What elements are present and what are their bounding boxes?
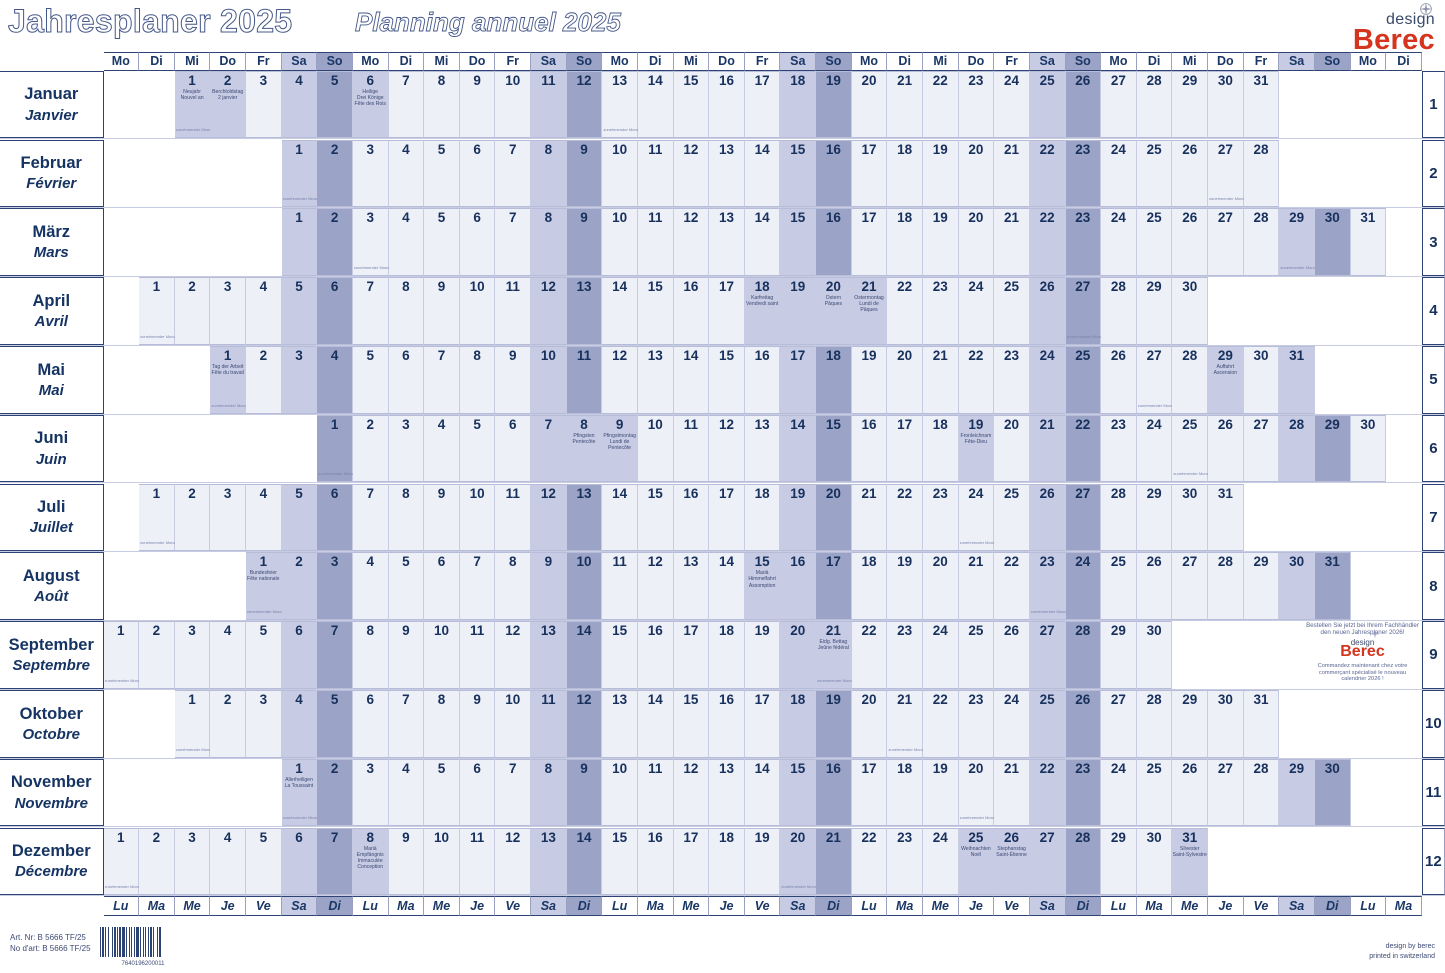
svg-text:7640196200011: 7640196200011: [122, 961, 166, 967]
